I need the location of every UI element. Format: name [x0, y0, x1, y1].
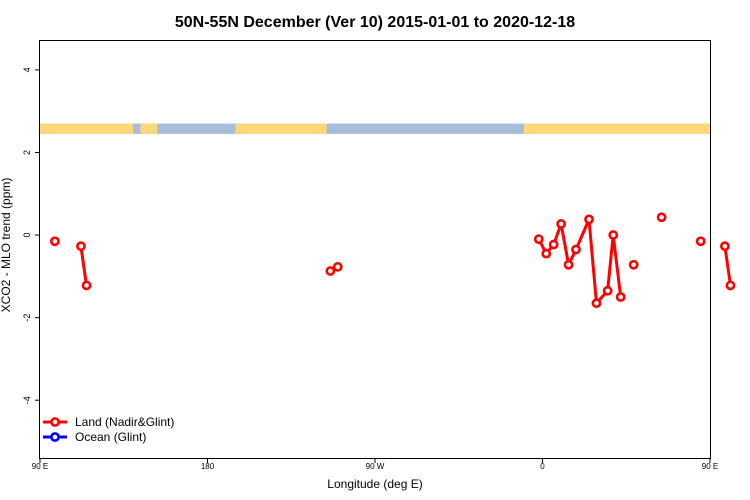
x-tick-label-4: 90 E: [702, 462, 718, 471]
series-0-line-7: [723, 245, 732, 286]
series-0-point-3-0: [533, 234, 544, 245]
y-tick-label-2: 0: [22, 233, 32, 238]
series-0-point-4-0: [628, 259, 639, 270]
series-0-point-1-0: [76, 241, 86, 252]
x-tick-label-3: 0: [540, 462, 545, 471]
legend-item-land: Land (Nadir&Glint): [43, 415, 174, 429]
series-0-point-2-0: [325, 266, 336, 276]
series-0-point-5-0: [656, 212, 667, 223]
series-0-point-3-5: [571, 244, 581, 255]
series-0-point-3-7: [591, 298, 602, 309]
series-0-point-6-0: [695, 236, 706, 247]
surface-strip-land-0: [40, 123, 134, 134]
x-tick-label-2: 90 W: [366, 462, 385, 471]
series-0-point-7-1: [725, 280, 736, 291]
surface-strip-land-1: [140, 123, 158, 134]
legend-land-marker: [50, 417, 60, 427]
x-tick-label-0: 90 E: [32, 462, 48, 471]
plot-frame: [39, 40, 711, 459]
legend-item-ocean: Ocean (Glint): [43, 430, 146, 444]
series-0-point-3-6: [584, 214, 594, 225]
series-0-point-2-1: [332, 261, 343, 272]
x-axis-label: Longitude (deg E): [327, 477, 422, 491]
x-tick-label-1: 180: [201, 462, 215, 471]
series-0-point-7-0: [719, 241, 730, 252]
legend-ocean-label: Ocean (Glint): [75, 430, 146, 444]
y-tick-label-1: 2: [22, 150, 32, 155]
surface-strip-land-3: [523, 123, 710, 134]
series-0-point-1-1: [81, 280, 92, 291]
surface-strip-land-2: [235, 123, 327, 134]
plot-area: [40, 123, 736, 309]
series-0-line-1: [79, 245, 88, 286]
y-tick-label-3: -2: [22, 314, 32, 322]
series-0-point-3-4: [563, 259, 574, 270]
y-axis: 4 2 0 -2 -4: [22, 67, 40, 404]
chart-title: 50N-55N December (Ver 10) 2015-01-01 to …: [175, 14, 575, 31]
legend-land-label: Land (Nadir&Glint): [75, 415, 174, 429]
series-0-point-3-9: [608, 230, 619, 240]
series-0-point-0-0: [49, 236, 60, 247]
y-axis-label: XCO2 - MLO trend (ppm): [0, 178, 13, 313]
legend: Land (Nadir&Glint) Ocean (Glint): [43, 415, 174, 444]
x-axis: 90 E 180 90 W 0 90 E: [32, 458, 718, 471]
series-0-point-3-2: [548, 239, 559, 250]
y-tick-label-0: 4: [22, 67, 32, 72]
series-0-point-3-1: [541, 248, 552, 259]
surface-strip-ocean: [40, 123, 710, 134]
legend-ocean-marker: [50, 432, 60, 442]
series-0-point-3-3: [556, 219, 567, 229]
series-0-point-3-8: [602, 285, 613, 296]
y-tick-label-4: -4: [22, 396, 32, 404]
series-0-point-3-10: [615, 292, 626, 302]
